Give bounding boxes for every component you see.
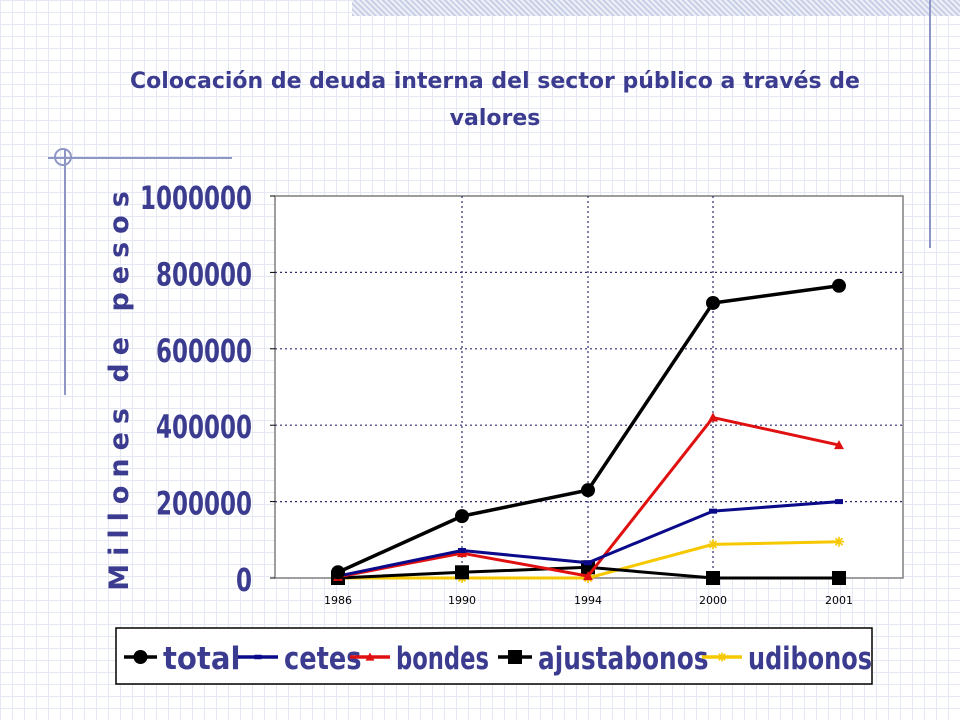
data-point (708, 539, 718, 550)
data-point (709, 508, 717, 514)
legend-label: udibonos (748, 641, 872, 677)
x-tick-label: 1994 (574, 594, 602, 607)
data-point (455, 509, 469, 524)
data-point (832, 571, 846, 585)
data-point (717, 652, 727, 662)
chart-title-line-2: valores (450, 106, 541, 131)
y-tick-label: 200000 (156, 485, 252, 523)
data-point (706, 295, 720, 310)
data-point (583, 571, 593, 581)
data-point (581, 483, 595, 498)
legend: total cetes bondes ajustabonos udibonos (124, 641, 872, 677)
legend-entry-ajustabonos: ajustabonos (498, 641, 709, 677)
data-point (331, 565, 345, 580)
y-tick-label: 600000 (156, 332, 252, 370)
data-point (708, 412, 718, 422)
top-right-band (352, 0, 960, 16)
data-point (834, 440, 844, 450)
data-point (254, 654, 262, 660)
y-tick-label: 0 (236, 561, 252, 599)
left-horizontal-rule (48, 157, 232, 159)
x-tick-labels: 1986 1990 1994 2000 2001 (324, 594, 853, 607)
x-tick-label: 2000 (699, 594, 727, 607)
y-tick-label: 800000 (156, 255, 252, 293)
y-tick-labels: 0 200000 400000 600000 800000 1000000 (140, 179, 252, 599)
data-point (455, 565, 469, 580)
series-total (331, 278, 846, 580)
data-point (458, 547, 466, 553)
legend-label: total (163, 641, 241, 677)
x-tick-label: 2001 (825, 594, 853, 607)
rule-circle-ornament (54, 148, 72, 166)
data-point (834, 536, 844, 547)
legend-entry-cetes: cetes (238, 641, 362, 677)
data-point (835, 499, 843, 505)
legend-label: ajustabonos (538, 641, 709, 677)
x-tick-label: 1986 (324, 594, 352, 607)
legend-entry-total: total (124, 641, 241, 677)
left-vertical-rule (64, 150, 66, 395)
legend-label: cetes (284, 641, 362, 677)
data-point (508, 650, 522, 664)
legend-label: bondes (396, 641, 489, 677)
series-lines (331, 278, 846, 585)
y-tick-label: 400000 (156, 408, 252, 446)
chart-title-line-1: Colocación de deuda interna del sector p… (130, 69, 860, 94)
plot-area (274, 195, 904, 579)
data-point (706, 571, 720, 585)
data-point (584, 560, 592, 566)
right-vertical-rule (929, 0, 931, 248)
data-point (365, 652, 375, 661)
x-tick-label: 1990 (448, 594, 476, 607)
y-axis-label: Millones de pesos (104, 183, 135, 591)
data-point (133, 650, 148, 664)
data-point (832, 278, 846, 293)
legend-entry-bondes: bondes (350, 641, 489, 677)
y-tick-label: 1000000 (140, 179, 252, 217)
legend-entry-udibonos: udibonos (702, 641, 872, 677)
